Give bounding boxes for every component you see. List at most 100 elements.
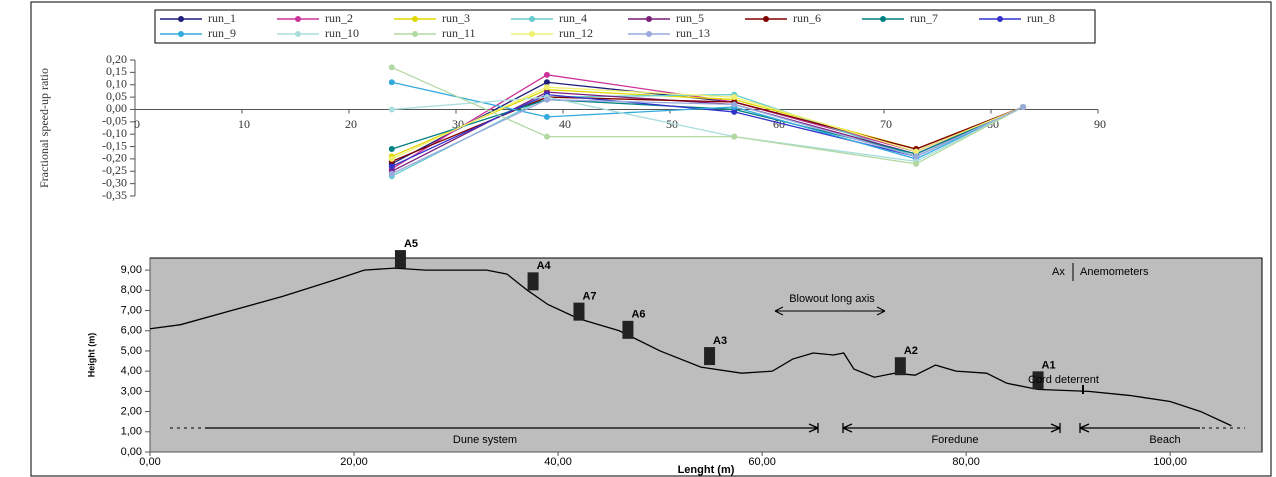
x-tick-label: 0,00 <box>139 456 160 468</box>
zone-label: Beach <box>1149 434 1180 446</box>
y-tick-label: -0,15 <box>102 138 127 152</box>
anemometer-label: A3 <box>713 335 727 347</box>
legend-text: Anemometers <box>1080 266 1149 278</box>
point <box>731 94 738 101</box>
y-tick-label: 0,15 <box>106 64 127 78</box>
y-tick-label: 0,20 <box>106 52 127 66</box>
point <box>388 146 395 153</box>
profile-chart: Height (m) Lenght (m) 0,00 1,00 2,00 3,00 4,… <box>86 238 1263 476</box>
y-tick-label: -0,30 <box>102 175 127 189</box>
series-line <box>391 81 1024 160</box>
y-tick-label: -0,35 <box>102 188 127 202</box>
series-line <box>391 93 1024 177</box>
anemometer <box>1032 371 1044 390</box>
legend-box <box>154 9 1096 44</box>
series-line <box>391 96 1024 163</box>
point <box>913 160 920 167</box>
point <box>543 79 550 86</box>
y-tick-label: -0,25 <box>102 163 127 177</box>
point <box>543 71 550 78</box>
point <box>731 101 738 108</box>
y-tick-label: 7,00 <box>121 304 142 316</box>
x-tick-label: 60,00 <box>748 456 776 468</box>
legend-label: run_12 <box>559 26 593 40</box>
x-tick-label: 40,00 <box>544 456 572 468</box>
anemometer-label: A7 <box>582 291 596 303</box>
point <box>731 108 738 115</box>
point <box>388 64 395 71</box>
legend-label: run_11 <box>442 26 476 40</box>
point <box>543 133 550 140</box>
x-tick-label: 0 <box>134 117 140 131</box>
zone-arrow <box>842 423 1061 433</box>
point <box>388 163 395 170</box>
x-tick-label: 80,00 <box>952 456 980 468</box>
series-line <box>391 96 1024 162</box>
anemometer-label: A4 <box>537 260 552 272</box>
legend-label: run_3 <box>442 11 470 25</box>
legend-marker <box>646 31 652 37</box>
y-axis-label: Fractional speed-up ratio <box>37 68 51 188</box>
x-tick-label: 20,00 <box>340 456 368 468</box>
point <box>388 106 395 113</box>
zone-label: Foredune <box>931 434 978 446</box>
y-tick-label: 5,00 <box>121 345 142 357</box>
x-tick-label: 20 <box>345 117 357 131</box>
y-tick-label: 0,05 <box>106 89 127 103</box>
legend-label: run_2 <box>325 11 353 25</box>
y-tick-label: -0,20 <box>102 151 127 165</box>
y-tick-label: 6,00 <box>121 325 142 337</box>
point <box>388 155 395 162</box>
speed-up-chart: Fractional speed-up ratio 0,200,150,100,… <box>37 9 1106 202</box>
y-tick-label: 2,00 <box>121 405 142 417</box>
legend-marker <box>997 16 1003 22</box>
zone-arrow <box>205 423 819 433</box>
legend-label: run_10 <box>325 26 359 40</box>
legend-label: run_6 <box>793 11 821 25</box>
anemometer <box>394 250 406 269</box>
legend-label: run_5 <box>676 11 704 25</box>
anemometer <box>622 320 634 339</box>
legend-marker <box>763 16 769 22</box>
anemometer <box>527 272 539 291</box>
legend-marker <box>295 31 301 37</box>
x-tick-label: 100,00 <box>1153 456 1187 468</box>
x-tick-label: 40 <box>559 117 571 131</box>
point <box>913 148 920 155</box>
point <box>543 84 550 91</box>
y-tick-label: -0,10 <box>102 126 127 140</box>
point <box>913 153 920 160</box>
y-axis-label: Height (m) <box>86 333 96 378</box>
point <box>731 133 738 140</box>
zone-label: Dune system <box>453 434 517 446</box>
frame <box>30 1 1272 477</box>
x-tick-label: 10 <box>238 117 250 131</box>
x-tick-label: 50 <box>666 117 678 131</box>
annotation: Blowout long axis <box>789 293 875 305</box>
x-tick-label: 70 <box>880 117 892 131</box>
x-tick-label: 90 <box>1094 117 1106 131</box>
anemometer-label: A2 <box>904 345 918 357</box>
y-tick-label: 3,00 <box>121 385 142 397</box>
y-tick-label: 9,00 <box>121 264 142 276</box>
y-tick-label: 8,00 <box>121 284 142 296</box>
x-axis-label: Lenght (m) <box>678 464 735 476</box>
y-tick-label: 1,00 <box>121 426 142 438</box>
legend-label: run_13 <box>676 26 710 40</box>
anemometer-label: A5 <box>404 238 418 250</box>
y-tick-label: 4,00 <box>121 365 142 377</box>
legend-marker <box>412 16 418 22</box>
point <box>543 113 550 120</box>
legend-marker <box>412 31 418 37</box>
anemometer <box>573 302 585 321</box>
anemometer-label: A6 <box>631 309 645 321</box>
legend-symbol: Ax <box>1052 266 1065 278</box>
legend-marker <box>295 16 301 22</box>
anemometer-label: A1 <box>1042 359 1056 371</box>
legend-label: run_9 <box>208 26 236 40</box>
anemometer <box>894 357 906 376</box>
point <box>1020 103 1027 110</box>
legend-marker <box>880 16 886 22</box>
y-tick-label: 0,00 <box>106 101 127 115</box>
